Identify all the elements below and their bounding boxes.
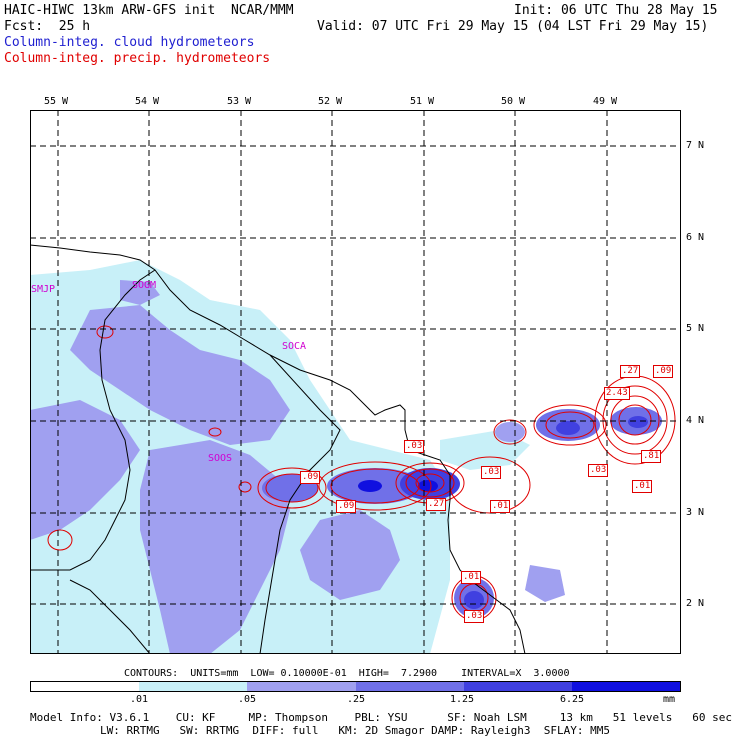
contours-info: CONTOURS: UNITS=mm LOW= 0.10000E-01 HIGH… <box>124 668 570 679</box>
contour-label: .03 <box>588 464 609 477</box>
lon-label: 50 W <box>501 96 526 107</box>
contour-label: .03 <box>404 440 425 453</box>
valid-time: Valid: 07 UTC Fri 29 May 15 (04 LST Fri … <box>317 19 709 34</box>
contour-label: .09 <box>300 471 321 484</box>
title-left: HAIC-HIWC 13km ARW-GFS init NCAR/MMM <box>4 3 294 18</box>
lon-label: 55 W <box>44 96 69 107</box>
contour-label: .03 <box>464 610 485 623</box>
station-label: SOCA <box>282 341 307 352</box>
coastline <box>30 244 526 654</box>
model-info-line2: LW: RRTMG SW: RRTMG DIFF: full KM: 2D Sm… <box>100 724 610 737</box>
contour-label: .81 <box>641 450 662 463</box>
colorbar-label: .05 <box>238 694 257 705</box>
contour-label: .01 <box>490 500 511 513</box>
colorbar-swatch <box>31 682 140 691</box>
colorbar-label: .01 <box>130 694 149 705</box>
legend-precip: Column-integ. precip. hydrometeors <box>4 51 271 66</box>
lat-lon-grid <box>30 110 681 654</box>
lat-label: 6 N <box>686 232 705 243</box>
colorbar-unit: mm <box>663 694 676 705</box>
station-label: SOGM <box>132 280 157 291</box>
contour-label: .09 <box>336 500 357 513</box>
colorbar-label: .25 <box>347 694 366 705</box>
lon-label: 52 W <box>318 96 343 107</box>
colorbar-swatch <box>571 682 681 691</box>
contour-label: .01 <box>461 571 482 584</box>
lat-label: 3 N <box>686 507 705 518</box>
lat-label: 5 N <box>686 323 705 334</box>
lon-label: 49 W <box>593 96 618 107</box>
colorbar-swatch <box>355 682 464 691</box>
legend-cloud: Column-integ. cloud hydrometeors <box>4 35 255 50</box>
contour-label: .27 <box>426 498 447 511</box>
colorbar-swatch <box>139 682 248 691</box>
station-label: SMJP <box>31 284 56 295</box>
colorbar-swatch <box>463 682 572 691</box>
forecast-hour: Fcst: 25 h <box>4 19 91 34</box>
colorbar-label: 1.25 <box>450 694 475 705</box>
lat-label: 2 N <box>686 598 705 609</box>
contour-label: 2.43 <box>604 387 630 400</box>
contour-label: .03 <box>481 466 502 479</box>
lon-label: 53 W <box>227 96 252 107</box>
colorbar-label: 6.25 <box>560 694 585 705</box>
lon-label: 54 W <box>135 96 160 107</box>
colorbar-swatch <box>247 682 356 691</box>
contour-label: .09 <box>653 365 674 378</box>
contour-label: .01 <box>632 480 653 493</box>
lat-label: 7 N <box>686 140 705 151</box>
model-info-line1: Model Info: V3.6.1 CU: KF MP: Thompson P… <box>30 711 732 724</box>
lon-label: 51 W <box>410 96 435 107</box>
contour-label: .27 <box>620 365 641 378</box>
station-label: SOOS <box>208 453 233 464</box>
map-plot <box>30 110 681 654</box>
colorbar <box>30 681 681 692</box>
init-time: Init: 06 UTC Thu 28 May 15 <box>514 3 718 18</box>
lat-label: 4 N <box>686 415 705 426</box>
